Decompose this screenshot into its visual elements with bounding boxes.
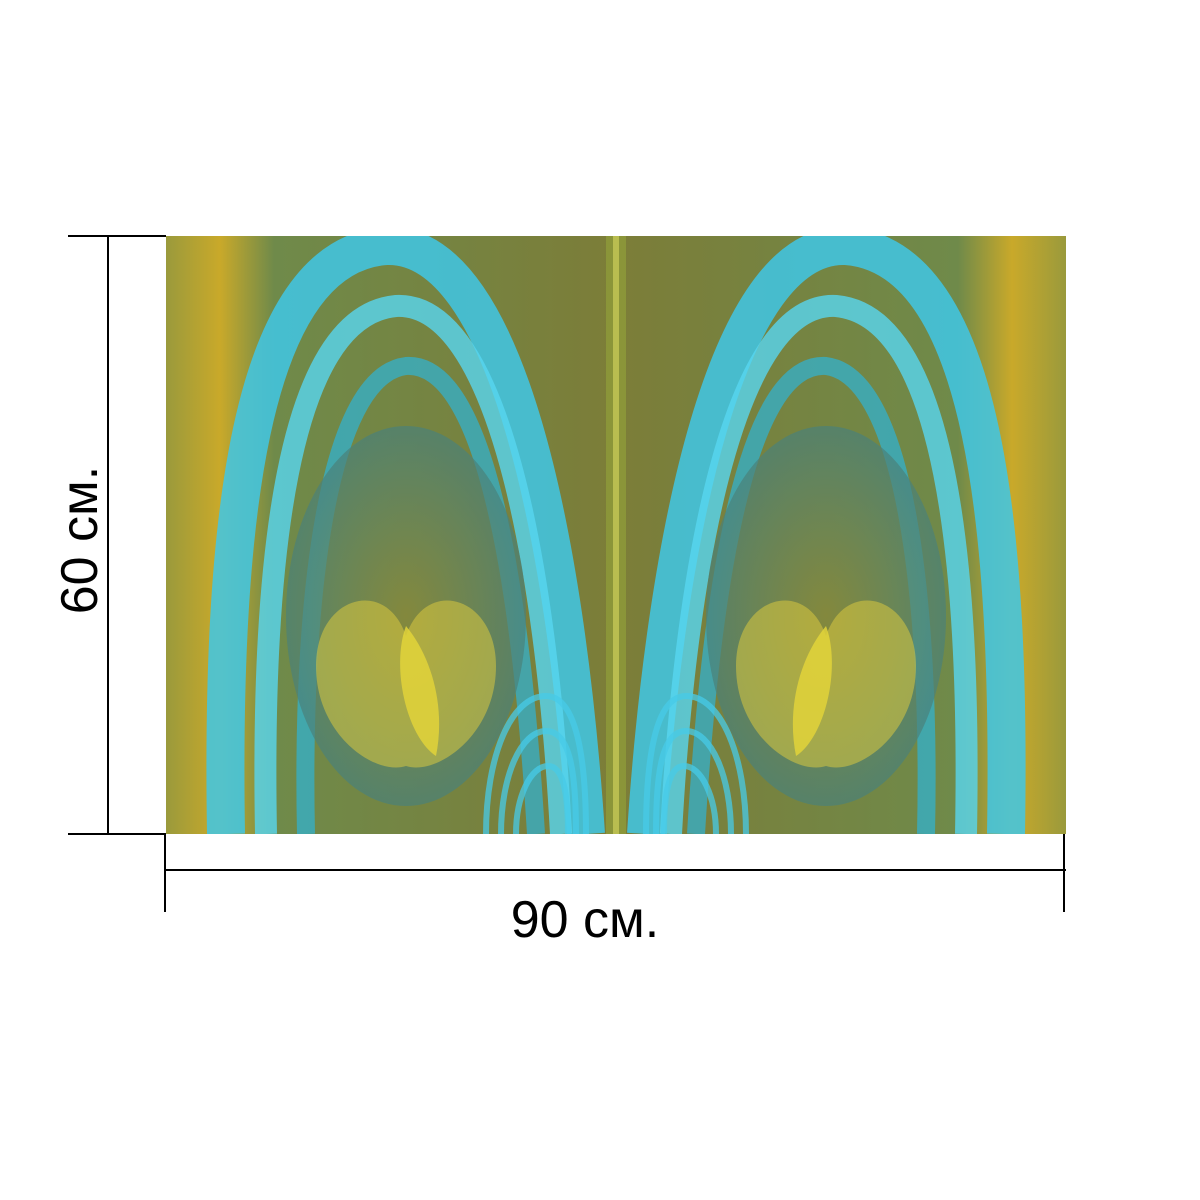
width-label: 90 см. bbox=[510, 891, 660, 949]
fractal-artwork bbox=[166, 236, 1066, 834]
height-dimension-top-tick bbox=[68, 235, 166, 237]
width-dimension-line bbox=[164, 869, 1066, 871]
fractal-artwork-image bbox=[166, 236, 1066, 834]
height-dimension-bottom-tick bbox=[68, 833, 166, 835]
width-dimension-left-tick bbox=[164, 834, 166, 912]
height-dimension-line bbox=[107, 235, 109, 835]
height-label: 60 см. bbox=[51, 465, 109, 615]
width-dimension-right-tick bbox=[1063, 834, 1065, 912]
